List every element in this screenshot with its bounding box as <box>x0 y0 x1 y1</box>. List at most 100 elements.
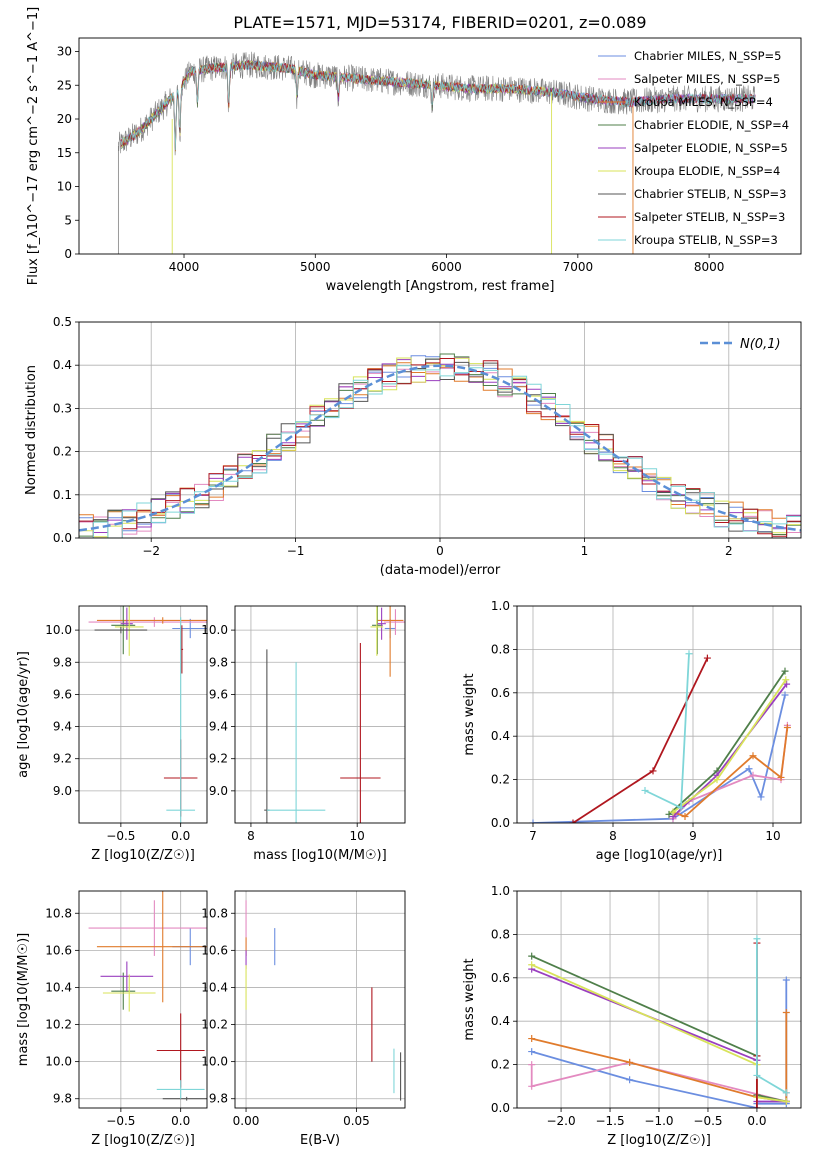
weight-marker-kroupa_stelib <box>753 1071 761 1079</box>
y-tick-label: 0 <box>64 247 72 261</box>
plot-area <box>517 891 801 1108</box>
weight-marker-kroupa_miles <box>528 1035 536 1043</box>
axes-frame <box>234 605 406 824</box>
y-tick-label: 10.0 <box>201 1055 228 1069</box>
weight-marker-chabrier_miles <box>745 765 753 773</box>
x-axis-label: Z [log10(Z/Z☉)] <box>91 1133 195 1148</box>
y-tick-label: 10.4 <box>201 980 228 994</box>
weight-marker-salpeter_miles <box>749 771 757 779</box>
histogram-kroupa_stelib <box>79 365 801 538</box>
y-tick-label: 9.4 <box>53 720 72 734</box>
y-tick-label: 9.8 <box>209 655 228 669</box>
y-axis-label: age [log10(age/yr)] <box>16 651 31 778</box>
y-tick-label: 0.3 <box>53 401 72 415</box>
y-tick-label: 10.8 <box>201 906 228 920</box>
y-tick-label: 0.8 <box>491 642 510 656</box>
weight-line-salpeter_miles <box>672 725 789 820</box>
y-tick-label: 0.2 <box>491 773 510 787</box>
y-tick-label: 0.1 <box>53 488 72 502</box>
weight-marker-chabrier_miles <box>757 793 765 801</box>
weight-marker-kroupa_miles <box>681 812 689 820</box>
legend-label: Salpeter STELIB, N_SSP=3 <box>634 210 785 224</box>
legend-label: Chabrier STELIB, N_SSP=3 <box>634 187 786 201</box>
y-tick-label: 9.4 <box>209 720 228 734</box>
x-tick-label: 6000 <box>431 260 462 274</box>
y-tick-label: 10.0 <box>201 623 228 637</box>
x-tick-label: 0.05 <box>343 1114 370 1128</box>
weight-marker-salpeter_stelib <box>753 1104 761 1108</box>
legend-label: Kroupa ELODIE, N_SSP=4 <box>634 164 780 178</box>
x-tick-label: 8 <box>609 829 617 843</box>
legend-label: Salpeter ELODIE, N_SSP=5 <box>634 141 788 155</box>
axes-frame <box>78 890 208 1109</box>
x-tick-label: −2.0 <box>546 1114 575 1128</box>
x-tick-label: −2 <box>142 544 160 558</box>
weight-marker-kroupa_stelib <box>782 1089 790 1097</box>
weight-line-kroupa_stelib <box>644 653 690 810</box>
normal-curve <box>79 364 801 532</box>
x-tick-label: 9 <box>689 829 697 843</box>
weight-marker-kroupa_miles <box>777 773 785 781</box>
legend-label: Chabrier ELODIE, N_SSP=4 <box>634 118 789 132</box>
y-tick-label: 9.8 <box>53 655 72 669</box>
y-tick-label: 1.0 <box>491 599 510 613</box>
weight-marker-kroupa_elodie <box>669 808 677 816</box>
weight-marker-salpeter_stelib <box>569 819 577 823</box>
x-tick-label: 0.0 <box>171 1114 190 1128</box>
y-axis-label: mass [log10(M/M☉)] <box>16 933 31 1066</box>
y-tick-label: 9.6 <box>53 687 72 701</box>
x-tick-label: 0.00 <box>233 1114 260 1128</box>
y-tick-label: 1.0 <box>491 884 510 898</box>
y-tick-label: 0.2 <box>53 445 72 459</box>
legend-label: Kroupa STELIB, N_SSP=3 <box>634 233 778 247</box>
x-tick-label: 7 <box>529 829 537 843</box>
y-tick-label: 9.8 <box>53 1092 72 1106</box>
x-tick-label: −1 <box>287 544 305 558</box>
panel-mass_vs_ebv: 0.00 0.05 9.8 10.0 10.2 10.4 10.6 10.8 E(B-V) <box>201 890 406 1148</box>
y-tick-label: 0.8 <box>491 927 510 941</box>
legend-label: N(0,1) <box>740 337 781 352</box>
plot-area <box>235 891 405 1108</box>
plot-area <box>117 51 756 254</box>
y-tick-label: 0.6 <box>491 971 510 985</box>
weight-marker-chabrier_miles <box>626 1076 634 1084</box>
weight-marker-salpeter_elodie <box>783 680 791 688</box>
x-tick-label: −1.0 <box>644 1114 673 1128</box>
x-tick-label: 8000 <box>694 260 725 274</box>
weight-marker-kroupa_elodie <box>528 961 536 969</box>
x-tick-label: −1.5 <box>595 1114 624 1128</box>
x-tick-label: 1 <box>581 544 589 558</box>
panel-mass_vs_Z: −0.5 0.0 9.8 10.0 10.2 10.4 10.6 10.8 Z [log10(Z… <box>16 890 208 1148</box>
x-tick-label: −0.5 <box>106 829 135 843</box>
x-tick-label: 0.0 <box>171 829 190 843</box>
weight-marker-chabrier_elodie <box>665 810 673 818</box>
weight-marker-kroupa_stelib <box>677 804 685 812</box>
y-tick-label: 0.5 <box>53 315 72 329</box>
weight-marker-chabrier_miles <box>781 691 789 699</box>
weight-marker-chabrier_elodie <box>528 952 536 960</box>
weight-marker-kroupa_miles <box>783 724 791 732</box>
x-tick-label: 10 <box>350 829 365 843</box>
y-tick-label: 10.0 <box>45 623 72 637</box>
x-axis-label: E(B-V) <box>300 1133 340 1148</box>
y-tick-label: 0.4 <box>53 358 72 372</box>
weight-marker-kroupa_elodie <box>713 776 721 784</box>
weight-line-kroupa_elodie <box>672 679 787 813</box>
x-axis-label: mass [log10(M/M☉)] <box>253 848 386 863</box>
y-tick-label: 0.0 <box>491 816 510 830</box>
x-tick-label: 0.0 <box>747 1114 766 1128</box>
y-tick-label: 15 <box>57 146 72 160</box>
weight-marker-salpeter_miles <box>528 1061 536 1069</box>
y-tick-label: 0.4 <box>491 1014 510 1028</box>
legend-label: Chabrier MILES, N_SSP=5 <box>634 49 781 63</box>
x-axis-label: wavelength [Angstrom, rest frame] <box>326 279 555 294</box>
weight-marker-kroupa_miles <box>782 1009 790 1017</box>
x-axis-label: Z [log10(Z/Z☉)] <box>607 1133 711 1148</box>
figure-title: PLATE=1571, MJD=53174, FIBERID=0201, z=0… <box>233 13 646 32</box>
panel-weight_vs_Z: −2.0 −1.5 −1.0 −0.5 0.0 0.0 0.2 0.4 0.6 0.8 1.0 Z [… <box>462 884 802 1148</box>
weight-marker-chabrier_miles <box>528 1048 536 1056</box>
plot-area <box>79 322 801 538</box>
weight-marker-kroupa_stelib <box>753 935 761 943</box>
x-tick-label: 7000 <box>563 260 594 274</box>
